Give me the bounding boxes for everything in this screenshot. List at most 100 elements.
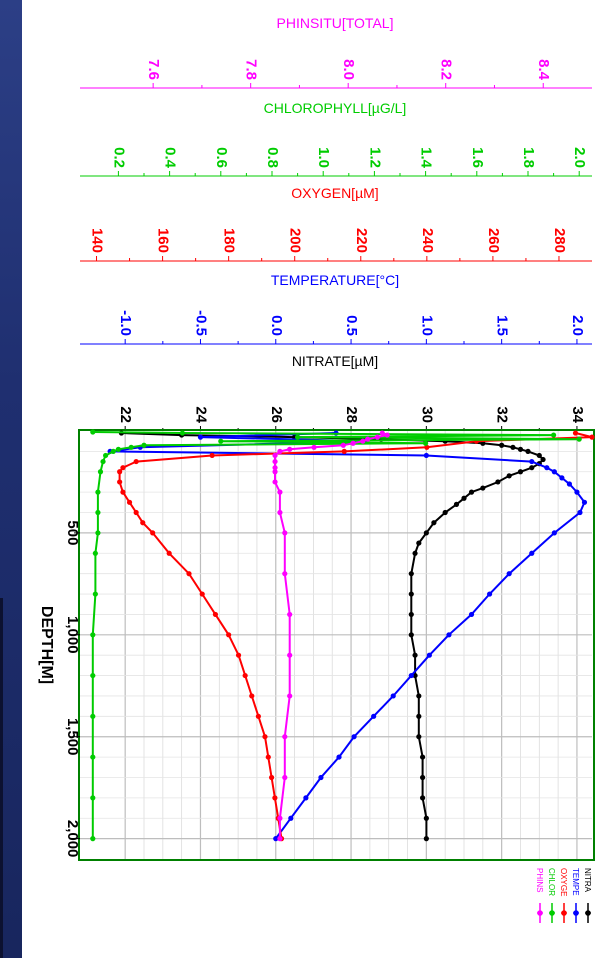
data-point-temperature <box>468 611 475 618</box>
data-point-nitrate <box>419 795 426 801</box>
data-point-phinsitu <box>282 774 288 781</box>
data-point-nitrate <box>419 754 426 760</box>
legend-label-chlorophyll: CHLOR <box>547 868 556 896</box>
tick-label-temperature: 0.0 <box>268 315 285 336</box>
data-point-temperature <box>551 530 557 536</box>
legend-label-phinsitu: PHINS <box>535 868 544 892</box>
data-point-chlorophyll <box>128 444 134 450</box>
side-band-shadow <box>0 598 3 958</box>
data-point-nitrate <box>540 456 546 463</box>
tick-label-nitrate: 24 <box>192 406 209 423</box>
data-point-nitrate <box>461 495 467 501</box>
data-point-oxygen <box>265 754 271 760</box>
data-point-temperature <box>581 499 588 505</box>
data-point-phinsitu <box>360 438 366 444</box>
series-layer <box>90 429 595 842</box>
plot-grid <box>80 431 592 859</box>
axis-ticks-phinsitu: 7.6 7.8 8.0 8.2 8.4 <box>145 59 552 88</box>
tick-label-chlorophyll: 1.2 <box>366 147 383 168</box>
data-point-oxygen <box>589 434 595 440</box>
data-point-nitrate <box>408 632 414 638</box>
data-point-nitrate <box>453 501 460 507</box>
legend-marker-temperature <box>573 910 579 916</box>
tick-label-oxygen: 200 <box>287 228 304 253</box>
axis-title-chlorophyll: CHLOROPHYLL[µG/L] <box>264 100 407 116</box>
axis-ticks-temperature: -1.0 -0.5 0.0 0.5 1.0 1.5 2.0 <box>117 310 586 344</box>
data-point-nitrate <box>499 442 505 448</box>
series-phinsitu <box>272 430 391 842</box>
data-point-oxygen <box>117 469 123 475</box>
tick-label-chlorophyll: 0.6 <box>213 147 230 168</box>
data-point-temperature <box>408 672 414 679</box>
data-point-chlorophyll <box>90 836 96 842</box>
data-point-chlorophyll <box>95 530 101 536</box>
tick-label-oxygen: 280 <box>551 228 568 253</box>
data-point-phinsitu <box>282 571 288 577</box>
data-point-oxygen <box>166 550 172 556</box>
data-point-nitrate <box>412 652 418 658</box>
data-point-phinsitu <box>282 734 288 740</box>
data-point-chlorophyll <box>218 438 224 444</box>
tick-label-oxygen: 180 <box>221 228 238 253</box>
data-point-nitrate <box>480 485 486 491</box>
tick-label-phinsitu: 7.8 <box>243 59 260 80</box>
data-point-temperature <box>273 836 279 842</box>
data-point-temperature <box>566 481 573 487</box>
tick-label-oxygen: 160 <box>155 228 172 253</box>
data-point-chlorophyll <box>141 442 147 448</box>
series-oxygen <box>117 430 595 842</box>
data-point-phinsitu <box>277 815 283 821</box>
data-point-phinsitu <box>287 652 293 658</box>
axis-block-phinsitu: PHINSITU[TOTAL] 7.6 7.8 8.0 8.2 8.4 <box>80 15 592 89</box>
data-point-phinsitu <box>350 440 356 446</box>
data-point-nitrate <box>495 479 501 485</box>
axis-title-oxygen: OXYGEN[µM] <box>291 185 378 201</box>
series-line-temperature <box>109 432 586 840</box>
data-point-nitrate <box>442 509 448 516</box>
data-point-oxygen <box>140 520 146 526</box>
axis-block-temperature: TEMPERATURE[°C] -1.0 -0.5 0.0 0.5 1.0 1.5 2.0 <box>80 272 592 345</box>
data-point-phinsitu <box>379 430 385 436</box>
data-point-phinsitu <box>272 452 278 459</box>
data-point-chlorophyll <box>179 430 185 436</box>
axis-block-oxygen: OXYGEN[µM] 140 160 180 200 220 240 260 280 <box>80 185 592 262</box>
data-point-oxygen <box>226 632 232 638</box>
data-point-nitrate <box>517 469 524 475</box>
data-point-chlorophyll <box>90 429 96 435</box>
data-point-oxygen <box>424 444 430 450</box>
axis-ticks-chlorophyll: 0.2 0.4 0.6 0.8 1.0 1.2 1.4 1.6 1.8 2.0 <box>110 147 588 176</box>
data-point-phinsitu <box>272 465 278 471</box>
axis-title-phinsitu: PHINSITU[TOTAL] <box>277 15 394 31</box>
tick-label-chlorophyll: 1.0 <box>315 147 332 168</box>
data-point-temperature <box>529 458 535 465</box>
data-point-temperature <box>551 469 557 475</box>
data-point-nitrate <box>416 713 422 719</box>
data-point-temperature <box>506 571 512 577</box>
data-point-nitrate <box>525 448 531 454</box>
data-point-nitrate <box>416 540 422 546</box>
tick-label-temperature: 2.0 <box>569 315 586 336</box>
data-point-oxygen <box>262 734 268 740</box>
data-point-oxygen <box>235 652 242 658</box>
data-point-oxygen <box>249 693 255 699</box>
data-point-phinsitu <box>374 434 381 440</box>
tick-label-nitrate: 32 <box>494 406 511 423</box>
plot-frame <box>78 429 595 861</box>
data-point-chlorophyll <box>92 550 98 556</box>
data-point-oxygen <box>209 452 215 459</box>
depth-axis-ticks: 500 1,000 1,500 2,000 <box>64 520 81 857</box>
depth-tick-label: 2,000 <box>64 820 81 858</box>
tick-label-chlorophyll: 1.8 <box>520 147 537 168</box>
tick-label-phinsitu: 8.4 <box>535 59 552 81</box>
data-point-phinsitu <box>287 611 293 618</box>
tick-label-temperature: 1.5 <box>494 315 511 336</box>
data-point-nitrate <box>536 452 542 459</box>
tick-label-oxygen: 140 <box>89 228 106 253</box>
legend-marker-chlorophyll <box>549 910 555 916</box>
tick-label-nitrate: 30 <box>418 406 435 423</box>
tick-label-temperature: 1.0 <box>418 315 435 336</box>
depth-tick-label: 1,000 <box>64 616 81 654</box>
data-point-oxygen <box>212 611 219 618</box>
data-point-oxygen <box>186 571 192 577</box>
